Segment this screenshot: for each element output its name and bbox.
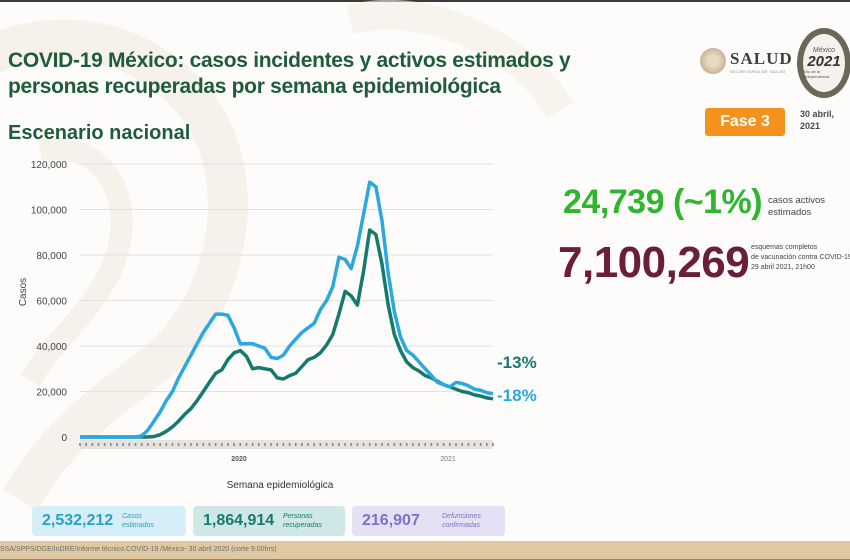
active-change-annotation: -13% [497,353,537,372]
deaths-total-value: 216,907 [362,512,420,529]
vaccination-label: esquemas completos de vacunación contra … [751,243,850,273]
y-axis-label: Casos [18,278,29,306]
svg-text:0: 0 [61,433,67,444]
mexico-seal-icon [700,48,726,74]
summary-box-cases: 2,532,212 Casos estimados [32,506,186,536]
top-border [0,0,850,2]
x-group-label-2020: 2020 [231,456,247,463]
cases-total-label: Casos estimados [122,512,182,530]
chart-gridlines [80,163,493,392]
vacc-label-line-3: 29 abril 2021, 21h00 [751,264,815,271]
x-axis-tick-band [80,440,493,449]
x-axis-label: Semana epidemiológica [227,480,334,491]
emblem-subtext: Año de la Independencia [803,69,830,79]
salud-wordmark: SALUD [730,48,793,68]
phase-badge: Fase 3 [705,108,785,136]
summary-box-deaths: 216,907 Defunciones confirmadas [352,506,505,536]
recovered-total-label: Personas recuperadas [283,512,343,530]
cases-line-chart: 020,00040,00060,00080,000100,000120,000 … [18,160,537,491]
salud-subtext: SECRETARÍA DE SALUD [730,68,786,74]
deaths-label-line-2: confirmadas [442,522,481,529]
active-cases-label: casos activos estimados [768,195,848,219]
vacc-label-line-2: de vacunación contra COVID-19 [751,254,850,261]
chart-subtitle: Escenario nacional [8,122,191,144]
incident-change-annotation: -18% [497,386,537,405]
salud-logo: SALUD SECRETARÍA DE SALUD [700,48,793,74]
vacc-label-line-1: esquemas completos [751,244,818,251]
recovered-label-line-2: recuperadas [283,522,322,529]
svg-text:100,000: 100,000 [31,206,68,217]
svg-text:60,000: 60,000 [36,297,67,308]
x-axis-ticks [79,443,494,446]
cases-label-line-2: estimados [122,522,154,529]
svg-text:20,000: 20,000 [36,388,67,399]
active-cases-line [80,228,494,439]
svg-text:80,000: 80,000 [36,251,67,262]
active-label-line-2: estimados [768,207,812,218]
mexico-2021-emblem: México 2021 Año de la Independencia [797,28,850,98]
date-line-2: 2021 [800,121,821,131]
y-axis-ticks: 0 20,000 40,000 60,000 80,000 100,000 120,000 [31,160,68,444]
active-label-line-1: casos activos [768,195,826,206]
report-date: 30 abril, 2021 [800,108,845,132]
emblem-year: 2021 [807,53,841,70]
x-group-label-2021: 2021 [440,456,456,463]
page-title: COVID-19 México: casos incidentes y acti… [8,49,571,98]
cases-label-line-1: Casos [122,513,142,520]
svg-text:120,000: 120,000 [31,160,68,171]
svg-text:40,000: 40,000 [36,342,67,353]
active-cases-value: 24,739 (~1%) [563,183,763,221]
source-footer: SSA/SPPS/DGE/InDRE/Informe técnico.COVID… [0,541,850,560]
summary-box-recovered: 1,864,914 Personas recuperadas [193,506,345,536]
recovered-label-line-1: Personas [283,513,313,520]
cases-total-value: 2,532,212 [42,512,114,529]
deaths-label-line-1: Defunciones [442,513,481,520]
vaccination-value: 7,100,269 [558,238,750,287]
date-line-1: 30 abril, [800,109,835,119]
recovered-total-value: 1,864,914 [203,512,275,529]
emblem-top-text: México [812,47,836,54]
deaths-total-label: Defunciones confirmadas [442,512,502,530]
incident-cases-line [80,180,494,439]
